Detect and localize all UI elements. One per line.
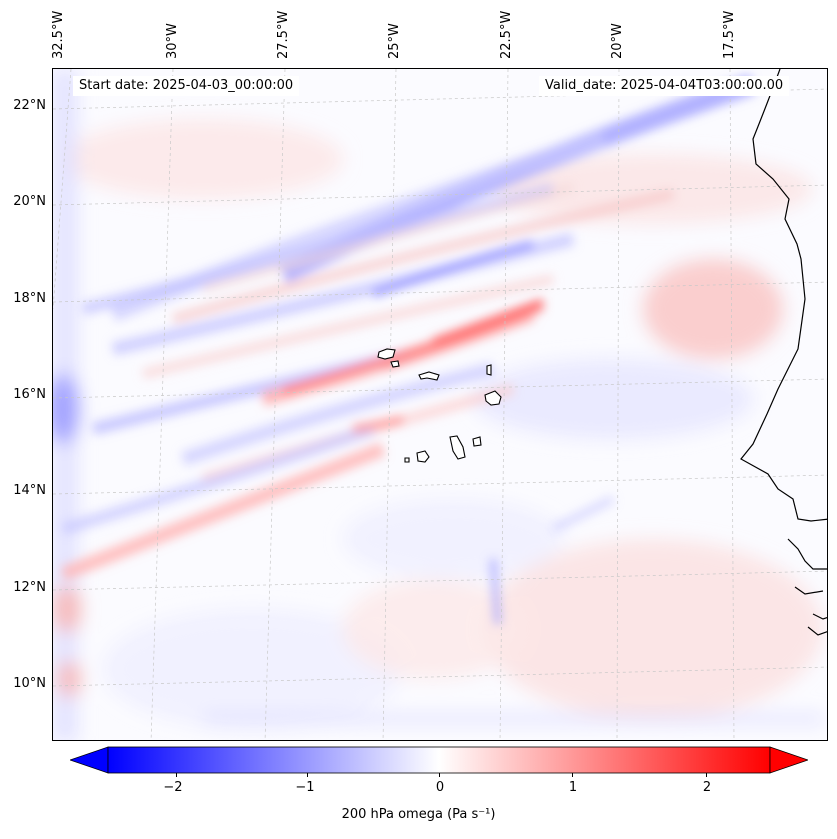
lon-tick-17-5w: 17.5°W (722, 10, 737, 59)
omega-bands (60, 74, 757, 625)
colorbar-tick-1: 1 (568, 780, 578, 795)
colorbar-gradient (107, 746, 771, 774)
lon-tick-30w: 30°W (165, 23, 180, 59)
omega-field (53, 69, 827, 740)
colorbar (68, 746, 810, 774)
lon-tick-32-5w: 32.5°W (51, 10, 66, 59)
lon-tick-27-5w: 27.5°W (276, 10, 291, 59)
island-fogo (416, 450, 430, 463)
cb-tickmark-minus1 (307, 773, 308, 777)
colorbar-tick-minus1: −1 (295, 780, 315, 795)
lat-tick-16n: 16°N (13, 387, 46, 402)
coastline (740, 69, 827, 636)
colorbar-label: 200 hPa omega (Pa s⁻¹) (341, 807, 496, 822)
island-santiago (449, 435, 466, 460)
valid-date-label: Valid_date: 2025-04-04T03:00:00.00 (539, 76, 790, 96)
lon-tick-22-5w: 22.5°W (499, 10, 514, 59)
lat-tick-22n: 22°N (13, 98, 46, 113)
island-sao-nicolau (418, 371, 440, 381)
start-date-label: Start date: 2025-04-03_00:00:00 (73, 76, 300, 96)
lat-tick-20n: 20°N (13, 194, 46, 209)
colorbar-tick-2: 2 (702, 780, 712, 795)
colorbar-extend-low (68, 746, 109, 774)
cb-tickmark-0 (439, 773, 440, 777)
cb-tickmark-minus2 (176, 773, 177, 777)
lat-tick-14n: 14°N (13, 483, 46, 498)
island-sal (486, 364, 492, 376)
colorbar-tick-minus2: −2 (163, 780, 183, 795)
island-boa-vista (484, 390, 502, 406)
colorbar-tick-0: 0 (435, 780, 445, 795)
cb-tickmark-2 (706, 773, 707, 777)
background-field (53, 69, 823, 740)
island-santo-antao (377, 348, 396, 360)
island-maio (472, 436, 482, 447)
graticule (53, 69, 827, 740)
omega-map[interactable] (52, 68, 828, 741)
island-brava (404, 457, 410, 463)
lon-tick-20w: 20°W (610, 23, 625, 59)
cape-verde-islands (377, 348, 502, 463)
lat-tick-10n: 10°N (13, 676, 46, 691)
lat-tick-12n: 12°N (13, 580, 46, 595)
lon-tick-25w: 25°W (387, 23, 402, 59)
island-sao-vicente (390, 360, 400, 368)
lat-tick-18n: 18°N (13, 291, 46, 306)
cb-tickmark-1 (572, 773, 573, 777)
colorbar-extend-high (769, 746, 810, 774)
